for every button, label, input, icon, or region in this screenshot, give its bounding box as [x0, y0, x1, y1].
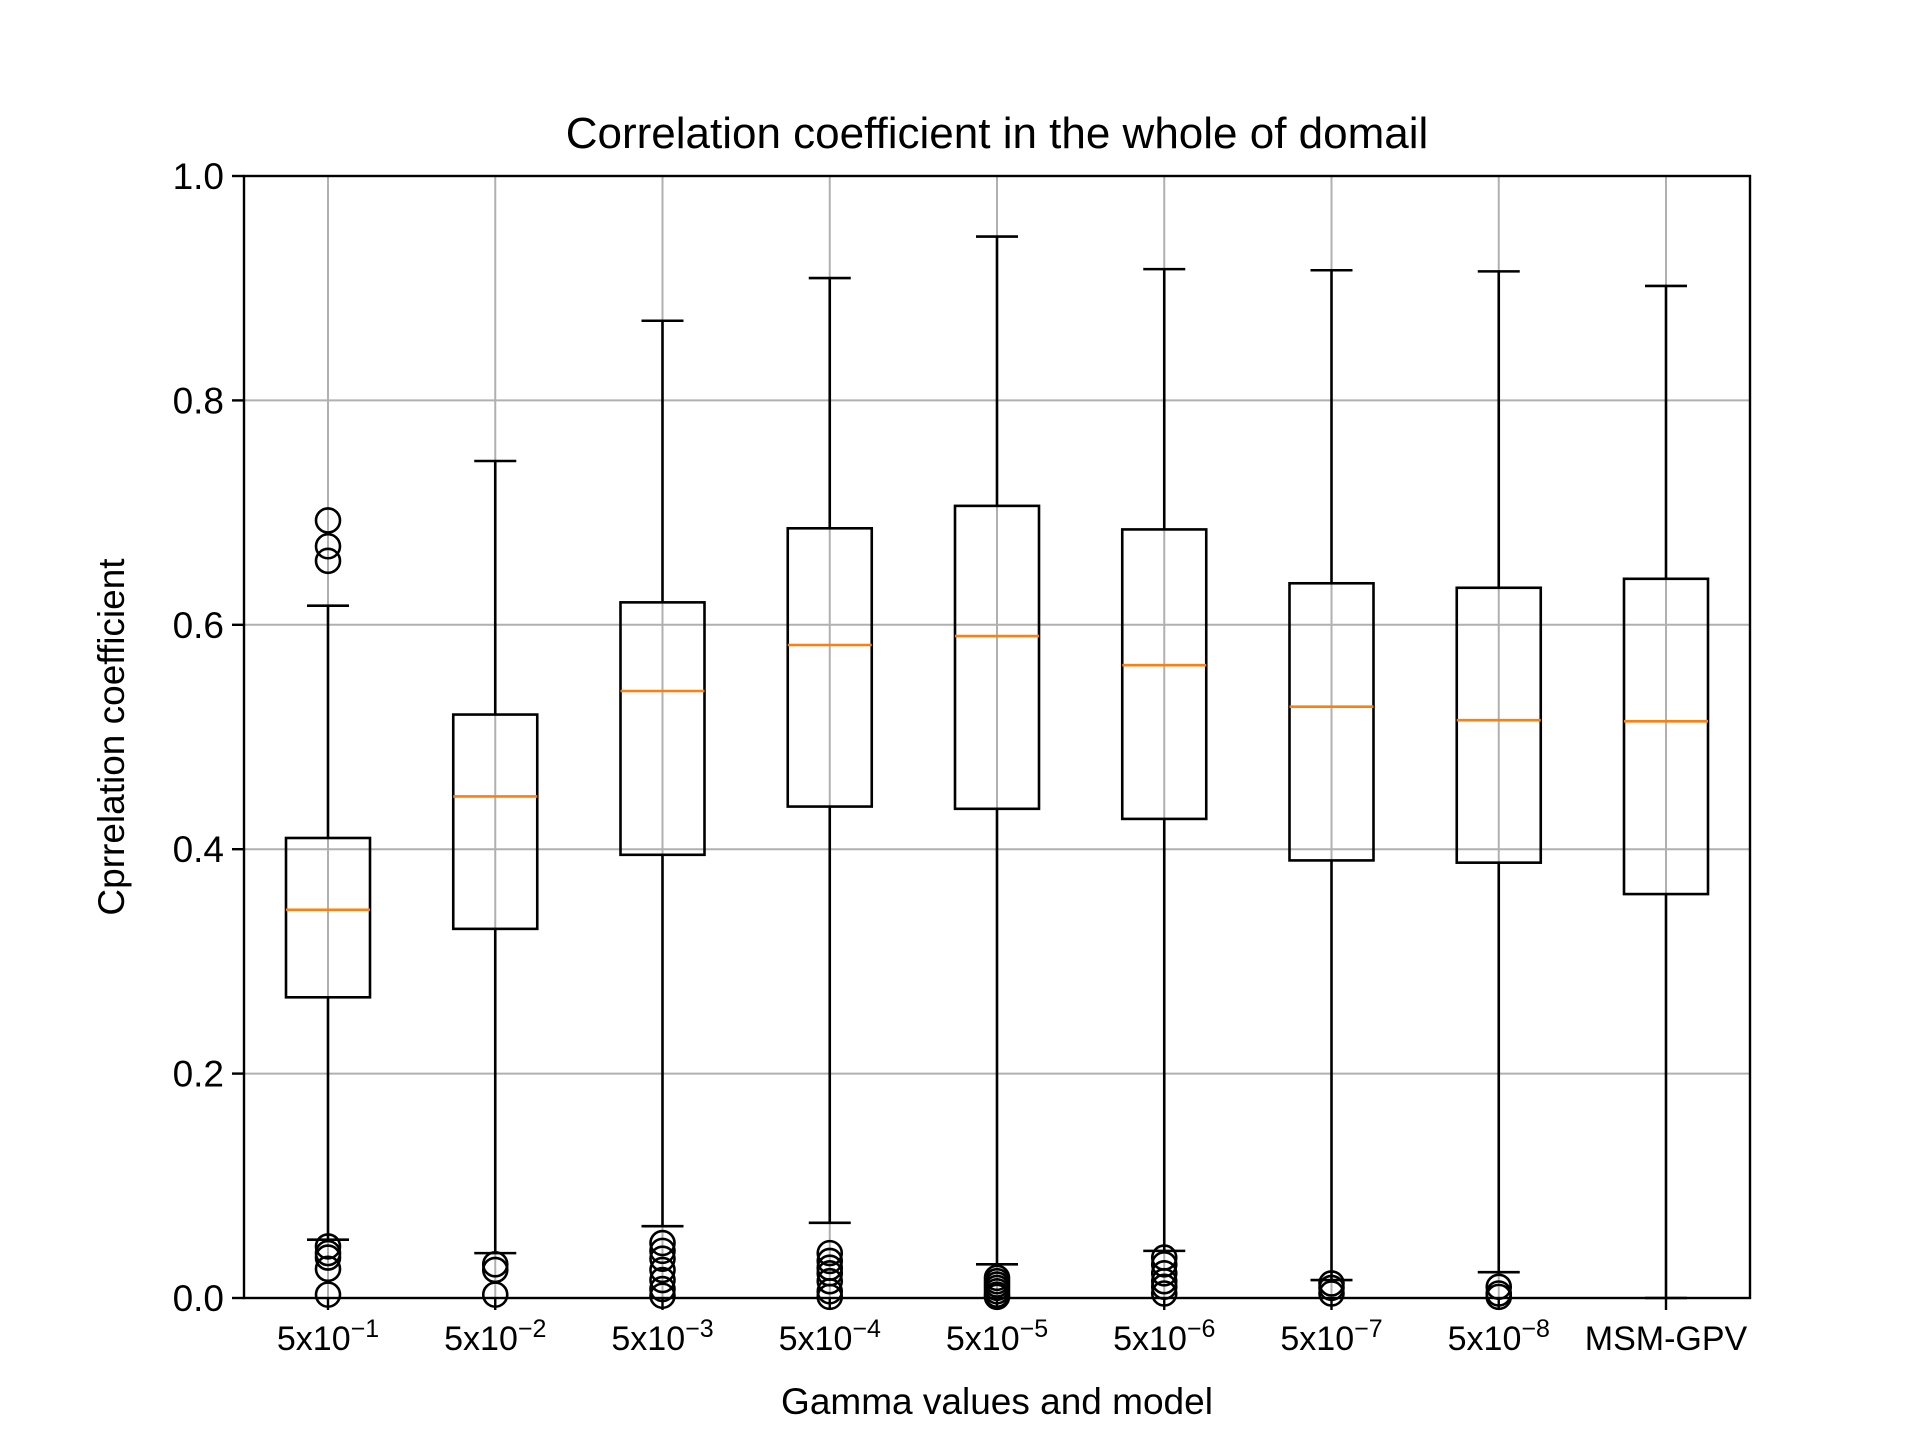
x-tick-label: 5x10−3 — [611, 1315, 713, 1358]
box-group — [1120, 267, 1208, 1307]
y-tick-label: 0.6 — [173, 605, 224, 646]
x-tick-label-base: 5x10 — [1448, 1320, 1522, 1358]
box-group — [619, 319, 706, 1310]
outlier-point — [816, 1247, 844, 1275]
iqr-box — [284, 836, 372, 999]
x-tick-label: MSM-GPV — [1585, 1320, 1748, 1358]
outlier-point — [649, 1256, 676, 1284]
x-tick-label: 5x10−6 — [1113, 1315, 1215, 1358]
x-tick-label-base: 5x10 — [946, 1320, 1020, 1358]
x-tick-label-exponent: −5 — [1020, 1315, 1049, 1343]
iqr-box — [1622, 577, 1710, 896]
outlier-point — [1150, 1260, 1178, 1287]
boxplot-series — [284, 235, 1710, 1311]
y-tick-label: 0.8 — [173, 380, 224, 421]
box-group — [451, 459, 539, 1308]
box-group — [1622, 284, 1710, 1300]
x-tick-label-base: 5x10 — [444, 1320, 518, 1358]
x-tick-label-exponent: −2 — [518, 1315, 547, 1343]
x-tick-label-base: 5x10 — [611, 1320, 685, 1358]
iqr-box — [619, 601, 706, 857]
outlier-point — [314, 1255, 342, 1283]
iqr-box — [786, 527, 874, 808]
x-tick-label-exponent: −7 — [1354, 1315, 1383, 1343]
x-tick-label-base: 5x10 — [277, 1320, 351, 1358]
outlier-point — [314, 1233, 342, 1260]
x-tick-label-exponent: −6 — [1187, 1315, 1216, 1343]
x-tick-label: 5x10−7 — [1280, 1315, 1382, 1358]
outlier-point — [1150, 1251, 1178, 1278]
x-tick-label-base: 5x10 — [779, 1320, 853, 1358]
x-tick-label: 5x10−8 — [1448, 1315, 1550, 1358]
x-tick-label: 5x10−5 — [946, 1315, 1048, 1358]
x-tick-label-base: 5x10 — [1280, 1320, 1354, 1358]
x-tick-label-exponent: −1 — [351, 1315, 380, 1343]
outlier-point — [314, 1244, 342, 1271]
outlier-point — [314, 532, 342, 560]
outlier-point — [649, 1245, 676, 1273]
box-group — [1288, 268, 1375, 1307]
x-tick-label: 5x10−1 — [277, 1315, 379, 1358]
y-tick-label: 0.4 — [173, 829, 224, 870]
y-tick-label: 1.0 — [173, 156, 224, 197]
y-axis: 0.0 0.2 0.4 0.6 0.8 1.0 — [173, 156, 244, 1319]
box-group — [284, 507, 372, 1308]
x-tick-label: 5x10−2 — [444, 1315, 546, 1358]
iqr-box — [451, 713, 539, 931]
x-axis-label: Gamma values and model — [781, 1381, 1213, 1422]
box-group — [1455, 270, 1543, 1311]
outlier-point — [649, 1229, 676, 1257]
x-tick-label: 5x10−4 — [779, 1315, 881, 1358]
y-tick-label: 0.2 — [173, 1054, 224, 1095]
x-tick-label-base: 5x10 — [1113, 1320, 1187, 1358]
x-tick-label-base: MSM-GPV — [1585, 1320, 1748, 1358]
y-axis-label: Cprrelation coefficient — [91, 558, 132, 916]
outlier-point — [314, 507, 342, 534]
iqr-box — [1455, 586, 1543, 864]
outlier-point — [816, 1267, 844, 1295]
outlier-point — [649, 1237, 676, 1265]
x-axis: 5x10−1 5x10−2 5x10−3 5x10−4 5x10−5 5x10−6 5x10… — [277, 1298, 1748, 1358]
outlier-point — [314, 547, 342, 575]
iqr-box — [1120, 528, 1208, 821]
outlier-point — [649, 1266, 676, 1294]
iqr-box — [953, 504, 1041, 811]
x-tick-label-exponent: −3 — [685, 1315, 714, 1343]
box-group — [786, 276, 874, 1311]
x-tick-label-exponent: −8 — [1521, 1315, 1550, 1343]
y-tick-label: 0.0 — [173, 1278, 224, 1319]
iqr-box — [1288, 581, 1375, 862]
chart-title: Correlation coefficient in the whole of … — [566, 109, 1429, 158]
outlier-point — [816, 1239, 844, 1267]
box-group — [953, 235, 1041, 1311]
x-tick-label-exponent: −4 — [852, 1315, 881, 1343]
